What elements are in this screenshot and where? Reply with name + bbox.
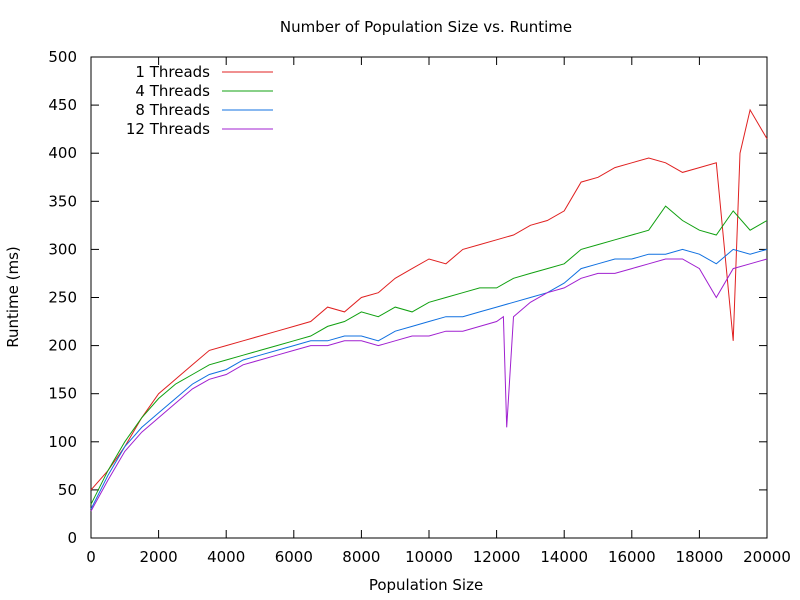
y-tick-label: 350	[48, 192, 77, 210]
x-axis-label: Population Size	[369, 576, 483, 594]
y-tick-label: 400	[48, 144, 77, 162]
legend-label: 4 Threads	[135, 82, 210, 100]
x-tick-label: 8000	[342, 548, 380, 566]
plot-area	[90, 108, 768, 512]
y-tick-label: 450	[48, 96, 77, 114]
x-tick-label: 0	[86, 548, 96, 566]
x-axis: 0 2000 4000 6000 8000 10000 12000 14000 16000 180…	[86, 57, 791, 566]
series-line-2	[90, 205, 768, 505]
y-tick-label: 200	[48, 337, 77, 355]
series-line-4	[90, 258, 768, 512]
y-axis: 0 50 100 150 200 250 300 350 400 450 500	[48, 48, 767, 547]
y-tick-label: 300	[48, 240, 77, 258]
y-tick-label: 250	[48, 289, 77, 307]
x-tick-label: 2000	[140, 548, 178, 566]
y-tick-label: 100	[48, 433, 77, 451]
series-line-1	[90, 108, 768, 491]
legend-label: 12 Threads	[126, 120, 210, 138]
x-tick-label: 16000	[608, 548, 656, 566]
x-tick-label: 18000	[676, 548, 724, 566]
y-axis-label: Runtime (ms)	[4, 246, 22, 348]
legend-label: 8 Threads	[135, 101, 210, 119]
chart-title: Number of Population Size vs. Runtime	[280, 18, 572, 36]
x-tick-label: 14000	[540, 548, 588, 566]
y-tick-label: 0	[67, 529, 77, 547]
x-tick-label: 20000	[743, 548, 791, 566]
x-tick-label: 12000	[473, 548, 521, 566]
x-tick-label: 4000	[207, 548, 245, 566]
y-tick-label: 50	[58, 481, 77, 499]
x-tick-label: 10000	[405, 548, 453, 566]
y-tick-label: 150	[48, 385, 77, 403]
x-tick-label: 6000	[275, 548, 313, 566]
legend-label: 1 Threads	[135, 63, 210, 81]
series-line-3	[90, 248, 768, 510]
y-tick-label: 500	[48, 48, 77, 66]
